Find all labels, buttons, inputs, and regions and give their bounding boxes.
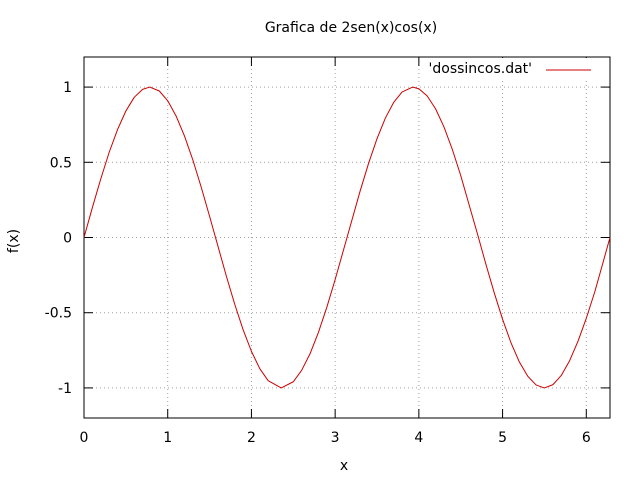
y-tick-label: 0 [63,231,72,247]
x-tick-label: 5 [498,430,507,446]
chart-title: Grafica de 2sen(x)cos(x) [265,20,437,36]
y-tick-label: -0.5 [45,306,72,322]
series-layer [83,86,611,389]
x-tick-label: 0 [80,430,89,446]
x-tick-label: 4 [414,430,423,446]
y-tick-label: -1 [58,381,72,397]
legend-label: 'dossincos.dat' [429,61,532,77]
x-tick-label: 2 [247,430,256,446]
tick-marks [83,57,610,418]
y-axis-label: f(x) [6,229,22,253]
legend-mask [424,58,604,78]
x-tick-labels: 0 1 2 3 4 5 6 [80,430,591,446]
grid-lines [84,57,610,418]
x-tick-label: 6 [582,430,591,446]
x-tick-label: 3 [331,430,340,446]
y-tick-label: 1 [63,80,72,96]
x-tick-label: 1 [163,430,172,446]
y-tick-labels: -1 -0.5 0 0.5 1 [45,80,72,397]
y-tick-label: 0.5 [50,155,72,171]
legend: 'dossincos.dat' [424,58,604,78]
series-line [83,86,611,389]
x-axis-label: x [340,458,348,474]
